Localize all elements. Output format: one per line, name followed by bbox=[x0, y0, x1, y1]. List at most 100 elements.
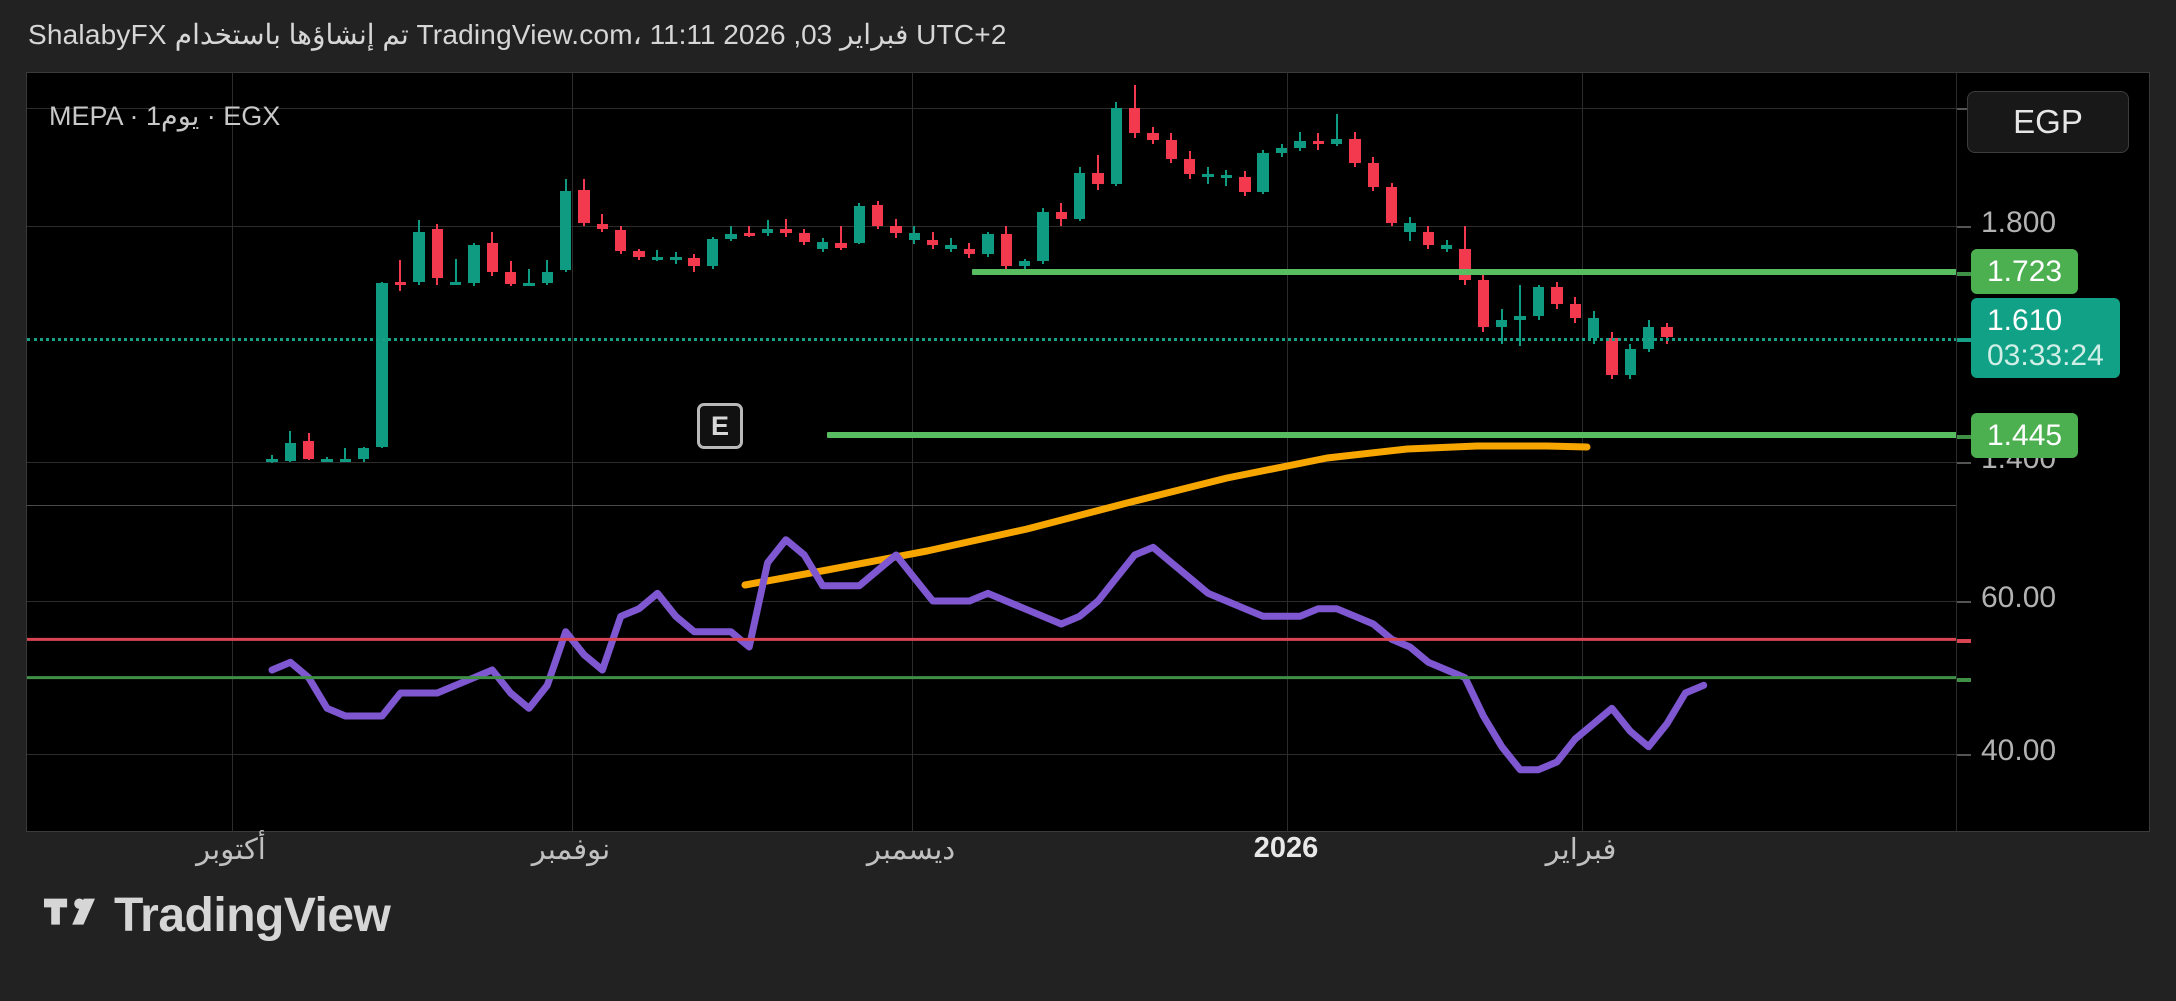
candle-body bbox=[1239, 176, 1251, 192]
candle-body bbox=[761, 229, 774, 233]
tradingview-logo: TradingView bbox=[44, 888, 391, 943]
price-badge-last-tick bbox=[1957, 338, 1971, 343]
candlestick bbox=[1661, 322, 1673, 344]
candle-body bbox=[339, 458, 352, 462]
time-axis-label: نوفمبر bbox=[531, 834, 611, 866]
grid-line bbox=[572, 73, 573, 831]
candle-body bbox=[982, 234, 994, 255]
price-badge-resistance-value: 1.723 bbox=[1987, 255, 2063, 288]
support-line-1445[interactable] bbox=[827, 432, 1957, 439]
price-badge-last[interactable]: 1.610 03:33:24 bbox=[1971, 297, 2120, 379]
candle-body bbox=[963, 248, 976, 255]
candle-body bbox=[559, 190, 572, 271]
candle-body bbox=[725, 234, 737, 240]
grid-line bbox=[27, 226, 1957, 228]
candlestick bbox=[1129, 84, 1141, 138]
price-axis[interactable]: 2.0001.8001.40060.0040.001.7231.61003:33… bbox=[1956, 73, 2149, 831]
candlestick bbox=[725, 226, 737, 242]
indicator-overlay bbox=[27, 442, 1957, 774]
candlestick bbox=[413, 220, 425, 286]
candle-body bbox=[1477, 280, 1490, 328]
candle-wick bbox=[527, 268, 530, 287]
candlestick bbox=[1165, 133, 1178, 163]
axis-tick bbox=[1957, 601, 1971, 603]
chart-marker-e[interactable]: E bbox=[697, 403, 743, 450]
axis-tick bbox=[1957, 108, 1971, 111]
candlestick bbox=[1532, 285, 1545, 321]
candle-body bbox=[1642, 327, 1655, 349]
candlestick bbox=[798, 228, 810, 245]
axis-tick bbox=[1957, 226, 1971, 229]
candlestick bbox=[449, 258, 462, 286]
candle-body bbox=[1496, 320, 1508, 328]
candle-body bbox=[1275, 148, 1288, 154]
candlestick bbox=[1551, 281, 1563, 309]
candlestick bbox=[761, 220, 774, 236]
candlestick bbox=[1496, 308, 1508, 344]
chart-plot-area[interactable]: MEPA · 1يوم · EGX E bbox=[27, 73, 1957, 831]
candlestick bbox=[394, 260, 407, 291]
candlestick bbox=[927, 232, 939, 249]
candle-body bbox=[1587, 318, 1600, 339]
rsi-tick-60: 60.00 bbox=[1981, 581, 2057, 614]
candle-body bbox=[376, 283, 388, 448]
candlestick bbox=[1569, 296, 1581, 323]
pane-separator[interactable] bbox=[27, 505, 1957, 506]
candle-body bbox=[358, 447, 370, 460]
candle-wick bbox=[840, 226, 842, 250]
candlestick bbox=[1477, 274, 1490, 333]
candle-body bbox=[468, 244, 480, 283]
candle-body bbox=[486, 242, 498, 273]
candle-wick bbox=[1096, 155, 1099, 190]
price-badge-resistance[interactable]: 1.723 bbox=[1971, 249, 2079, 295]
candle-wick bbox=[784, 219, 787, 237]
candle-body bbox=[1532, 287, 1545, 316]
candle-body bbox=[890, 226, 902, 234]
resistance-line-1723[interactable] bbox=[972, 268, 1957, 275]
tradingview-mark-icon bbox=[44, 898, 95, 925]
candle-body bbox=[1569, 303, 1581, 319]
grid-line bbox=[232, 73, 233, 831]
candle-wick bbox=[399, 260, 402, 291]
rsi-band-tick-lower bbox=[1957, 677, 1971, 682]
price-badge-support[interactable]: 1.445 bbox=[1971, 412, 2079, 459]
candle-body bbox=[651, 257, 664, 261]
candle-body bbox=[596, 223, 609, 230]
candle-body bbox=[670, 257, 682, 261]
candle-wick bbox=[454, 258, 457, 286]
candlestick bbox=[670, 252, 682, 264]
candle-body bbox=[615, 230, 627, 252]
candlestick bbox=[321, 457, 333, 463]
candle-body bbox=[927, 240, 939, 245]
candlestick bbox=[1441, 240, 1453, 253]
grid-line bbox=[1582, 73, 1583, 831]
grid-line bbox=[27, 461, 1957, 463]
candle-wick bbox=[1023, 259, 1026, 273]
candle-body bbox=[1165, 140, 1178, 159]
candlestick bbox=[266, 454, 278, 463]
candlestick bbox=[559, 179, 572, 273]
candlestick bbox=[743, 226, 755, 237]
candlestick bbox=[615, 226, 627, 255]
candlestick bbox=[468, 242, 480, 287]
time-axis[interactable]: أكتوبر نوفمبر ديسمبر 2026 فبراير bbox=[26, 832, 2150, 892]
candlestick bbox=[523, 268, 535, 287]
candle-body bbox=[1514, 315, 1526, 321]
candle-body bbox=[1385, 187, 1398, 223]
candle-body bbox=[1110, 108, 1123, 184]
candle-body bbox=[1037, 212, 1049, 262]
candle-body bbox=[394, 281, 407, 286]
candle-body bbox=[541, 272, 553, 284]
candlestick bbox=[853, 202, 866, 244]
price-badge-last-countdown: 03:33:24 bbox=[1987, 338, 2104, 372]
currency-pill[interactable]: EGP bbox=[1967, 91, 2129, 153]
candlestick bbox=[1642, 320, 1655, 353]
candlestick bbox=[1404, 216, 1416, 242]
chart-frame: MEPA · 1يوم · EGX E 2.0001.8001.40060.00… bbox=[26, 72, 2150, 832]
candle-body bbox=[1441, 244, 1453, 249]
price-badge-last-value: 1.610 bbox=[1987, 303, 2063, 337]
candlestick bbox=[596, 214, 609, 233]
candle-body bbox=[1092, 173, 1104, 184]
candlestick bbox=[1606, 332, 1618, 380]
